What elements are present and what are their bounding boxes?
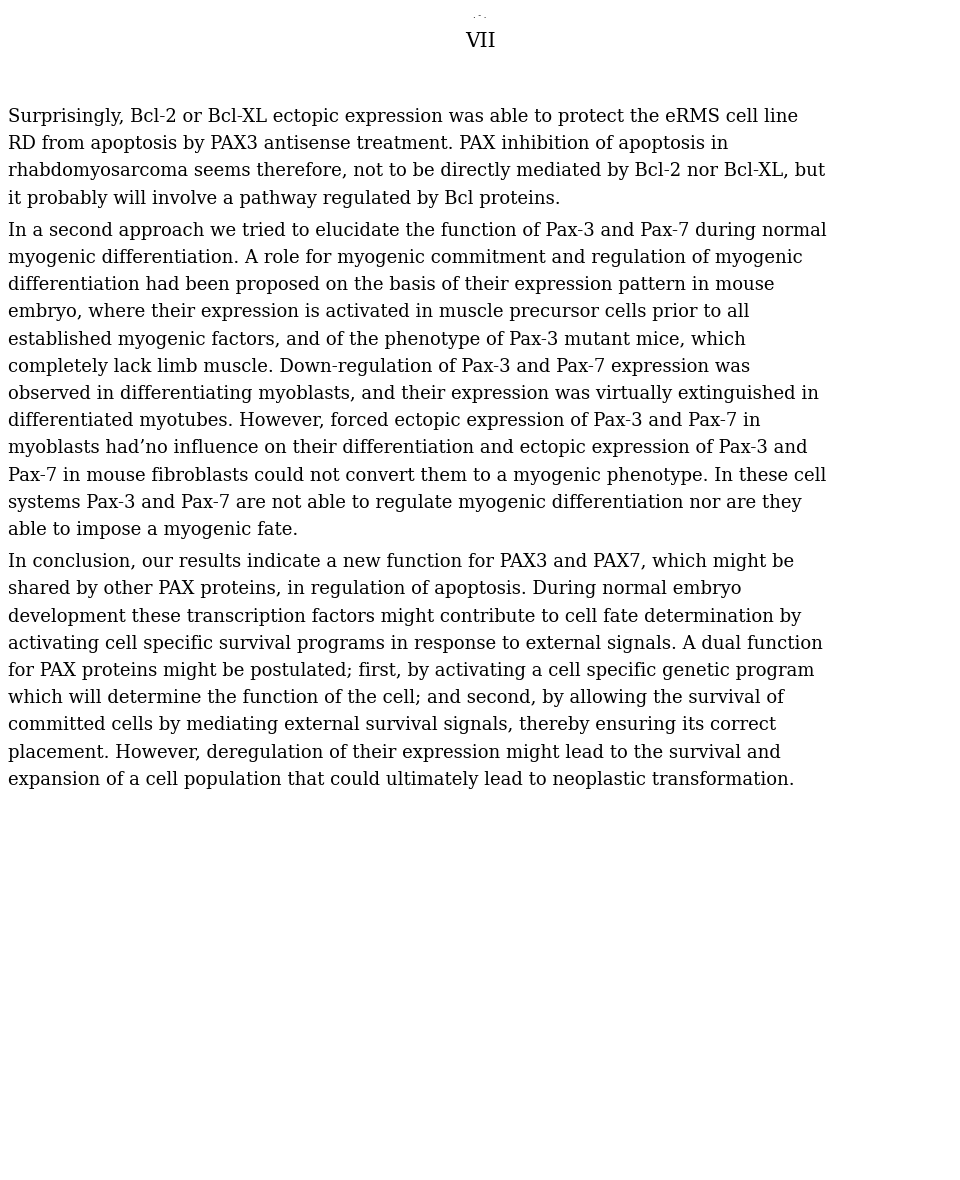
Text: differentiated myotubes. However, forced ectopic expression of Pax-3 and Pax-7 i: differentiated myotubes. However, forced…: [8, 412, 760, 431]
Text: placement. However, deregulation of their expression might lead to the survival : placement. However, deregulation of thei…: [8, 743, 780, 761]
Text: VII: VII: [465, 32, 495, 51]
Text: activating cell specific survival programs in response to external signals. A du: activating cell specific survival progra…: [8, 635, 823, 653]
Text: differentiation had been proposed on the basis of their expression pattern in mo: differentiation had been proposed on the…: [8, 276, 775, 294]
Text: Surprisingly, Bcl-2 or Bcl-XL ectopic expression was able to protect the eRMS ce: Surprisingly, Bcl-2 or Bcl-XL ectopic ex…: [8, 109, 798, 126]
Text: In a second approach we tried to elucidate the function of Pax-3 and Pax-7 durin: In a second approach we tried to elucida…: [8, 222, 827, 240]
Text: . - .: . - .: [473, 12, 487, 20]
Text: observed in differentiating myoblasts, and their expression was virtually exting: observed in differentiating myoblasts, a…: [8, 385, 819, 404]
Text: Pax-7 in mouse fibroblasts could not convert them to a myogenic phenotype. In th: Pax-7 in mouse fibroblasts could not con…: [8, 466, 827, 485]
Text: for PAX proteins might be postulated; first, by activating a cell specific genet: for PAX proteins might be postulated; fi…: [8, 662, 814, 680]
Text: completely lack limb muscle. Down-regulation of Pax-3 and Pax-7 expression was: completely lack limb muscle. Down-regula…: [8, 358, 750, 375]
Text: myogenic differentiation. A role for myogenic commitment and regulation of myoge: myogenic differentiation. A role for myo…: [8, 249, 803, 267]
Text: able to impose a myogenic fate.: able to impose a myogenic fate.: [8, 522, 299, 539]
Text: which will determine the function of the cell; and second, by allowing the survi: which will determine the function of the…: [8, 689, 783, 707]
Text: development these transcription factors might contribute to cell fate determinat: development these transcription factors …: [8, 608, 802, 625]
Text: systems Pax-3 and Pax-7 are not able to regulate myogenic differentiation nor ar: systems Pax-3 and Pax-7 are not able to …: [8, 493, 802, 512]
Text: rhabdomyosarcoma seems therefore, not to be directly mediated by Bcl-2 nor Bcl-X: rhabdomyosarcoma seems therefore, not to…: [8, 163, 826, 181]
Text: RD from apoptosis by PAX3 antisense treatment. PAX inhibition of apoptosis in: RD from apoptosis by PAX3 antisense trea…: [8, 136, 729, 153]
Text: committed cells by mediating external survival signals, thereby ensuring its cor: committed cells by mediating external su…: [8, 716, 776, 734]
Text: myoblasts had’no influence on their differentiation and ectopic expression of Pa: myoblasts had’no influence on their diff…: [8, 439, 807, 458]
Text: established myogenic factors, and of the phenotype of Pax-3 mutant mice, which: established myogenic factors, and of the…: [8, 330, 746, 348]
Text: expansion of a cell population that could ultimately lead to neoplastic transfor: expansion of a cell population that coul…: [8, 771, 795, 788]
Text: shared by other PAX proteins, in regulation of apoptosis. During normal embryo: shared by other PAX proteins, in regulat…: [8, 581, 741, 598]
Text: embryo, where their expression is activated in muscle precursor cells prior to a: embryo, where their expression is activa…: [8, 303, 750, 321]
Text: it probably will involve a pathway regulated by Bcl proteins.: it probably will involve a pathway regul…: [8, 190, 561, 208]
Text: In conclusion, our results indicate a new function for PAX3 and PAX7, which migh: In conclusion, our results indicate a ne…: [8, 553, 794, 571]
